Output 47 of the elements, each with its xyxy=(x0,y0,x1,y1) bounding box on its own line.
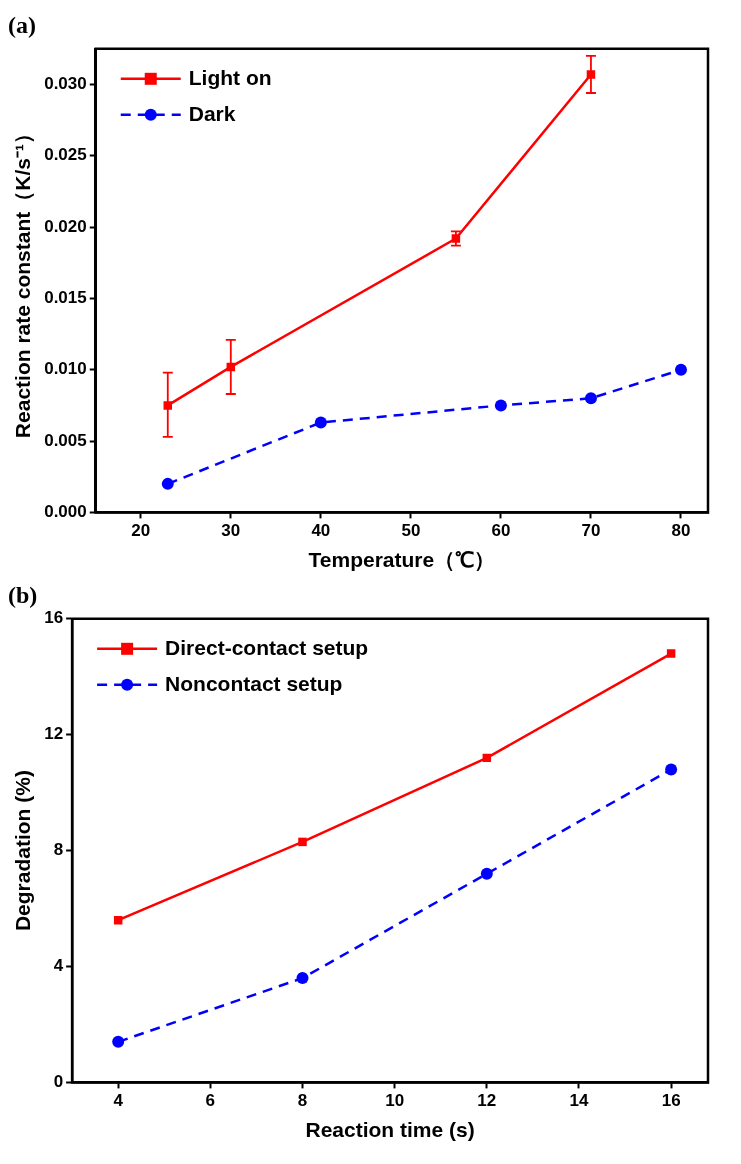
x-tick-label: 60 xyxy=(491,521,511,541)
point xyxy=(494,399,507,412)
point xyxy=(314,416,327,429)
x-tick-label: 8 xyxy=(297,1091,308,1111)
y-tick-label: 0 xyxy=(53,1072,64,1092)
point xyxy=(674,363,687,376)
x-tick-label: 12 xyxy=(477,1091,497,1111)
x-tick-label: 6 xyxy=(205,1091,216,1111)
x-tick-label: 40 xyxy=(311,521,331,541)
point xyxy=(480,867,493,880)
y-tick-label: 0.005 xyxy=(44,430,87,450)
x-tick-label: 70 xyxy=(581,521,601,541)
y-tick-label: 0.000 xyxy=(44,502,87,522)
chart-title: (b) xyxy=(8,581,38,608)
x-tick-label: 10 xyxy=(385,1091,405,1111)
y-tick-label: 0.020 xyxy=(44,216,87,236)
legend-label: Light on xyxy=(188,65,272,89)
x-axis-title: Temperature（℃） xyxy=(308,548,496,572)
y-tick-label: 4 xyxy=(53,956,64,976)
point xyxy=(665,763,678,776)
x-tick-label: 4 xyxy=(113,1091,124,1111)
x-tick-label: 50 xyxy=(401,521,421,541)
point xyxy=(584,392,597,405)
x-tick-label: 14 xyxy=(569,1091,589,1111)
y-axis-title: Degradation (%) xyxy=(11,770,35,932)
x-tick-label: 16 xyxy=(661,1091,681,1111)
legend-label: Noncontact setup xyxy=(165,671,343,695)
x-tick-label: 80 xyxy=(671,521,691,541)
legend-label: Direct-contact setup xyxy=(165,635,369,659)
y-tick-label: 0.010 xyxy=(44,359,87,379)
point xyxy=(112,1035,125,1048)
point xyxy=(296,972,309,985)
legend-label: Dark xyxy=(188,101,236,125)
x-tick-label: 30 xyxy=(221,521,241,541)
y-axis-title: Reaction rate constant（K/s⁻¹） xyxy=(11,123,35,439)
x-axis-title: Reaction time (s) xyxy=(305,1118,475,1142)
y-tick-label: 8 xyxy=(53,840,64,860)
chart-title: (a) xyxy=(8,11,36,38)
y-tick-label: 12 xyxy=(44,724,64,744)
point xyxy=(298,837,307,847)
point xyxy=(666,649,676,658)
y-tick-label: 0.015 xyxy=(44,288,87,308)
y-tick-label: 0.030 xyxy=(44,74,87,94)
y-tick-label: 0.025 xyxy=(44,145,87,165)
x-tick-label: 20 xyxy=(131,521,151,541)
point xyxy=(161,477,174,490)
y-tick-label: 16 xyxy=(44,608,64,628)
